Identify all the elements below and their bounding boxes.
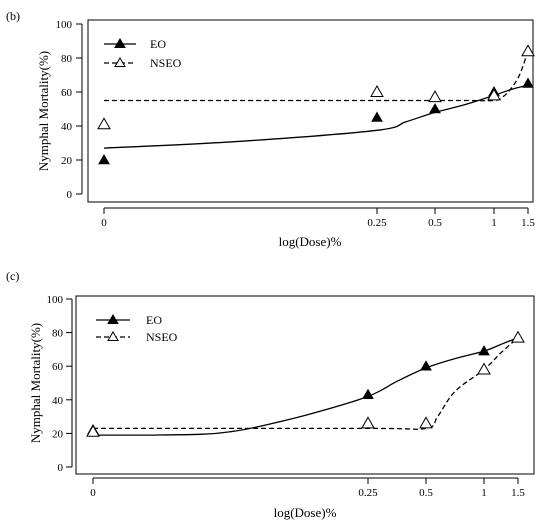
panel-c-eo-fit-line: [92, 337, 519, 436]
panel-b-eo-point: [371, 111, 383, 122]
panel-b-nseo-point: [521, 44, 535, 57]
panel-b-legend-eo-label: EO: [150, 37, 166, 51]
panel-c-nseo-point: [511, 330, 525, 343]
panel-b-eo-point: [98, 153, 110, 165]
panel-b-y-axis: 0 20 40 60 80 100: [56, 19, 83, 201]
panel-c-nseo-point: [477, 362, 491, 375]
panel-c-x-tick-label: 0.5: [419, 487, 433, 499]
panel-b-nseo-point: [97, 117, 111, 130]
panel-b-legend: EO NSEO: [104, 37, 182, 70]
panel-b-nseo-fit-line: [104, 50, 529, 102]
panel-c-legend-eo-marker: [107, 314, 119, 324]
panel-c-legend-nseo-label: NSEO: [146, 330, 178, 344]
panel-b-x-tick-label: 0.5: [428, 217, 442, 229]
panel-c-x-tick-label: 0: [90, 487, 96, 499]
panel-c-plot-frame: [75, 295, 535, 475]
panel-c-nseo-point: [361, 416, 375, 429]
panel-c: (c) Nymphal Mortality(%) log(Dose)% 0 20…: [6, 269, 535, 520]
panel-c-nseo-point: [86, 424, 100, 437]
panel-b-x-tick-label: 0: [101, 217, 107, 229]
panel-b-y-tick-label: 40: [61, 121, 73, 133]
panel-b-plot-frame: [87, 19, 534, 203]
panel-c-y-tick-label: 100: [47, 294, 64, 306]
panel-c-eo-point: [420, 360, 432, 371]
panel-c-y-tick-label: 80: [52, 328, 64, 340]
panel-b-ylabel: Nymphal Mortality(%): [36, 51, 51, 171]
panel-b-y-tick-label: 0: [67, 189, 73, 201]
panel-b-x-tick-label: 1.5: [521, 217, 535, 229]
panel-c-y-tick-label: 40: [52, 395, 64, 407]
panel-b-nseo-point: [487, 88, 501, 101]
panel-b-marks: [97, 44, 535, 165]
panel-c-label: (c): [6, 269, 19, 283]
panel-c-y-axis: 0 20 40 60 80 100: [47, 294, 73, 474]
panel-b-legend-eo-marker: [114, 38, 126, 48]
panel-c-nseo-fit-line: [93, 337, 519, 430]
panel-b-x-tick-label: 1: [491, 217, 497, 229]
panel-b: (b) Nymphal Mortality(%) log(Dose)% 0 20…: [6, 9, 535, 249]
panel-c-y-tick-label: 0: [58, 462, 64, 474]
panel-b-eo-point: [429, 102, 441, 114]
panel-c-x-tick-label: 1: [481, 487, 487, 499]
panel-b-nseo-point: [370, 84, 384, 97]
panel-b-y-tick-label: 80: [61, 53, 73, 65]
panel-c-eo-point: [478, 345, 490, 356]
panel-c-y-tick-label: 20: [52, 428, 64, 440]
panel-b-nseo-point: [428, 90, 442, 103]
panel-c-legend-nseo-marker: [107, 331, 119, 341]
panel-b-legend-nseo-marker: [114, 57, 126, 67]
panel-b-y-tick-label: 20: [61, 155, 73, 167]
panel-c-ylabel: Nymphal Mortality(%): [28, 323, 43, 443]
panel-c-nseo-point: [419, 416, 433, 429]
panel-c-x-axis: 0 0.25 0.5 1 1.5: [90, 477, 525, 499]
panel-c-xlabel: log(Dose)%: [274, 505, 337, 520]
panel-c-eo-point: [362, 388, 374, 400]
panel-c-legend-eo-label: EO: [146, 313, 162, 327]
panel-b-y-tick-label: 100: [56, 19, 73, 31]
panel-b-xlabel: log(Dose)%: [279, 234, 342, 249]
panel-c-x-tick-label: 0.25: [358, 487, 378, 499]
panel-b-label: (b): [6, 9, 20, 23]
panel-b-eo-point: [522, 77, 534, 88]
panel-b-y-tick-label: 60: [61, 87, 73, 99]
panel-b-x-axis: 0 0.25 0.5 1 1.5: [101, 207, 535, 229]
panel-c-marks: [86, 330, 525, 437]
panel-b-x-tick-label: 0.25: [367, 217, 387, 229]
panel-c-legend: EO NSEO: [96, 313, 178, 344]
panel-c-x-tick-label: 1.5: [511, 487, 525, 499]
panel-c-y-tick-label: 60: [52, 361, 64, 373]
panel-b-eo-fit-line: [103, 84, 529, 149]
panel-b-legend-nseo-label: NSEO: [150, 56, 182, 70]
